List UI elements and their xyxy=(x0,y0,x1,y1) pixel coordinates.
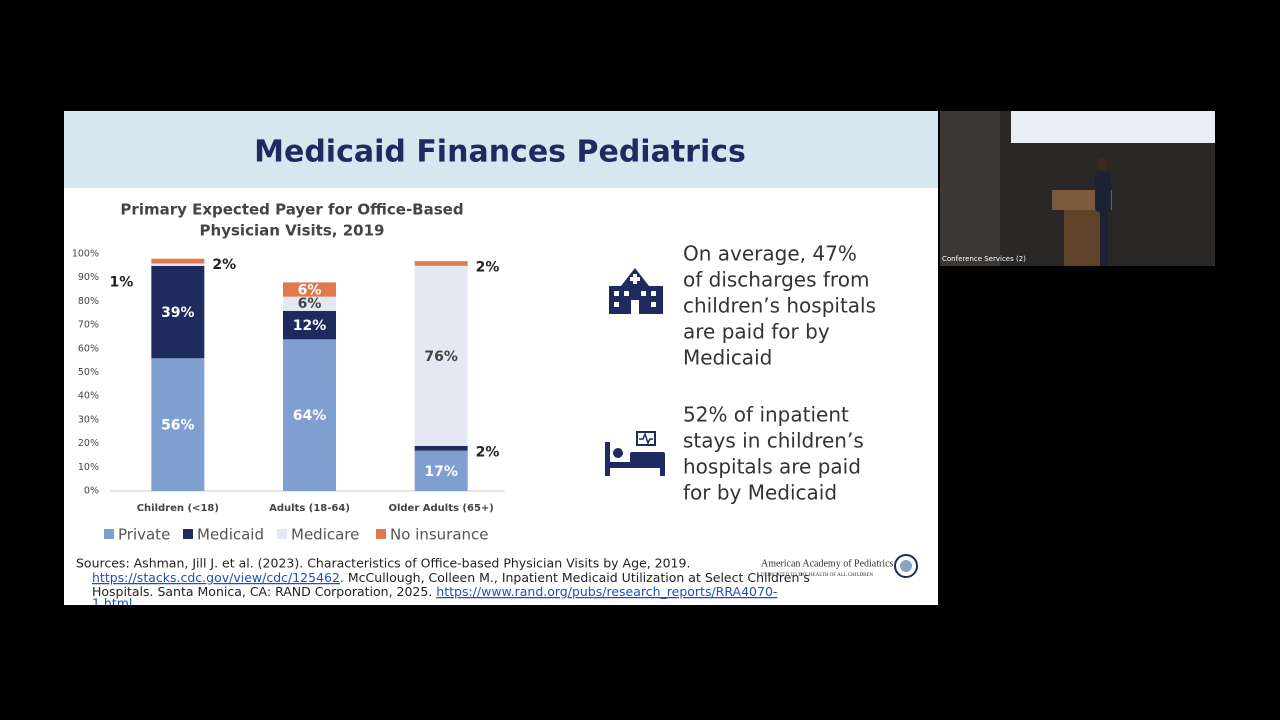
value-label: 2% xyxy=(476,444,500,460)
bar-segment xyxy=(414,445,468,451)
stat-text: of discharges from xyxy=(683,268,869,292)
x-tick-label: Older Adults (65+) xyxy=(388,503,493,514)
source-text: Hospitals. Santa Monica, CA: RAND Corpor… xyxy=(92,584,436,599)
legend-label: Medicaid xyxy=(197,526,264,544)
legend-label: No insurance xyxy=(390,526,489,544)
bar-segment xyxy=(283,282,336,297)
legend-label: Private xyxy=(118,526,170,544)
y-tick-label: 60% xyxy=(78,343,99,354)
y-tick-label: 20% xyxy=(78,438,99,449)
bar-segment xyxy=(414,265,468,446)
y-tick-label: 30% xyxy=(78,414,99,425)
value-label: 12% xyxy=(293,318,327,334)
source-line: https://stacks.cdc.gov/view/cdc/125462. … xyxy=(92,570,810,585)
bar-segment xyxy=(151,265,205,359)
source-link[interactable]: https://stacks.cdc.gov/view/cdc/125462 xyxy=(92,570,340,585)
stat-text: hospitals are paid xyxy=(683,455,861,479)
x-tick-label: Adults (18-64) xyxy=(269,503,350,514)
value-label: 6% xyxy=(298,296,322,312)
y-tick-label: 0% xyxy=(84,486,99,497)
value-label: 64% xyxy=(293,408,327,424)
value-label: 1% xyxy=(110,275,134,291)
bar-segment xyxy=(151,358,205,491)
y-tick-label: 90% xyxy=(78,272,99,283)
logo-text: American Academy of Pediatrics xyxy=(761,558,894,569)
sources: Sources: Ashman, Jill J. et al. (2023). … xyxy=(76,556,810,611)
y-tick-label: 100% xyxy=(72,249,99,260)
value-label: 17% xyxy=(424,464,458,480)
stat-text: Medicaid xyxy=(683,346,772,370)
logo-tagline: DEDICATED TO THE HEALTH OF ALL CHILDREN xyxy=(761,573,874,578)
legend-swatch xyxy=(104,529,114,539)
bar-segment xyxy=(151,258,205,264)
value-label: 6% xyxy=(298,283,322,299)
legend-swatch xyxy=(183,529,193,539)
source-link[interactable]: https://www.rand.org/pubs/research_repor… xyxy=(436,584,777,599)
chart-title: Physician Visits, 2019 xyxy=(200,222,385,240)
value-label: 56% xyxy=(161,418,195,434)
y-tick-label: 40% xyxy=(78,391,99,402)
bed-icon xyxy=(605,431,665,476)
source-text: . McCullough, Colleen M., Inpatient Medi… xyxy=(340,570,810,585)
stat-text: 52% of inpatient xyxy=(683,403,849,427)
stat-text: children’s hospitals xyxy=(683,294,876,318)
bar-segment xyxy=(283,339,336,491)
value-label: 76% xyxy=(424,349,458,365)
stat-text: for by Medicaid xyxy=(683,481,837,505)
logo-seal xyxy=(900,560,912,572)
chart-title: Primary Expected Payer for Office-Based xyxy=(120,201,463,219)
legend-swatch xyxy=(277,529,287,539)
hospital-icon xyxy=(609,268,663,314)
y-tick-label: 70% xyxy=(78,320,99,331)
video-tile: Conference Services (2) xyxy=(940,111,1215,266)
stat-text: On average, 47% xyxy=(683,242,857,266)
bar-segment xyxy=(414,261,468,266)
source-line: Hospitals. Santa Monica, CA: RAND Corpor… xyxy=(92,584,777,599)
bar-segment xyxy=(151,263,205,266)
value-label: 2% xyxy=(212,257,236,273)
bar-segment xyxy=(283,296,336,311)
value-label: 39% xyxy=(161,305,195,321)
x-tick-label: Children (<18) xyxy=(137,503,219,514)
slide-clip xyxy=(64,605,938,615)
y-tick-label: 50% xyxy=(78,367,99,378)
y-tick-label: 80% xyxy=(78,296,99,307)
slide xyxy=(64,111,938,605)
legend-label: Medicare xyxy=(291,526,359,544)
participant-name: Conference Services (2) xyxy=(942,255,1026,263)
y-tick-label: 10% xyxy=(78,462,99,473)
slide-header xyxy=(64,111,938,188)
bar-segment xyxy=(283,310,336,340)
bar-segment xyxy=(414,450,468,491)
value-label: 2% xyxy=(476,259,500,275)
stat-text: stays in children’s xyxy=(683,429,864,453)
legend-swatch xyxy=(376,529,386,539)
source-text: Sources: Ashman, Jill J. et al. (2023). … xyxy=(76,556,690,571)
stat-text: are paid for by xyxy=(683,320,830,344)
slide-title: Medicaid Finances Pediatrics xyxy=(254,135,746,170)
stats: On average, 47%of discharges fromchildre… xyxy=(683,242,876,505)
